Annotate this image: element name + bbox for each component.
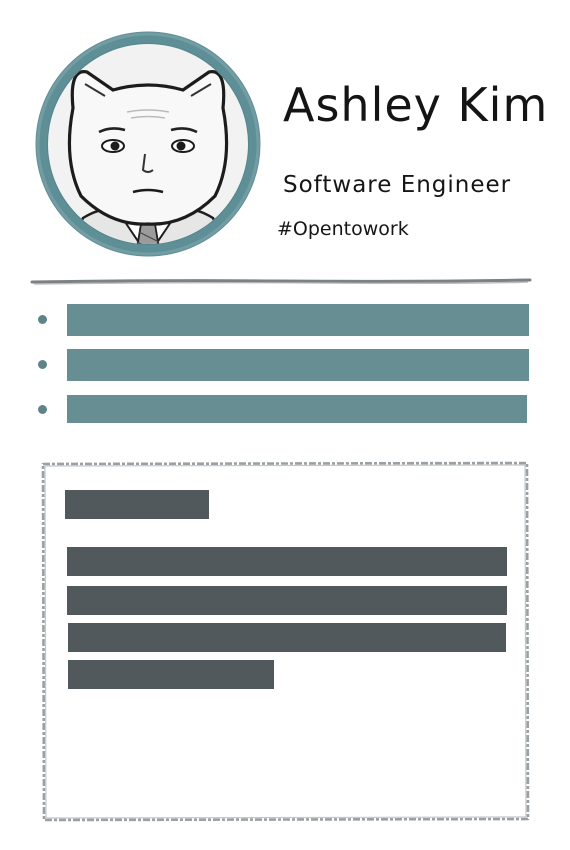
highlight-item[interactable] (36, 349, 531, 381)
bullet-dot-icon (38, 315, 47, 324)
section-divider (30, 278, 532, 285)
profile-job-title: Software Engineer (283, 172, 512, 198)
card-text-line (68, 660, 274, 689)
highlight-item[interactable] (36, 394, 531, 426)
cat-avatar-icon (35, 31, 261, 257)
open-to-work-hashtag[interactable]: #Opentowork (277, 218, 409, 240)
highlight-bar (67, 304, 529, 336)
card-text-line (67, 547, 507, 576)
highlight-item[interactable] (36, 304, 531, 336)
card-heading-placeholder (65, 490, 209, 519)
bullet-dot-icon (38, 360, 47, 369)
card-frame (41, 461, 530, 822)
highlight-bar (67, 349, 529, 381)
card-text-line (68, 623, 506, 652)
about-card (40, 460, 530, 823)
card-text-line (67, 586, 507, 615)
bullet-dot-icon (38, 405, 47, 414)
profile-avatar[interactable] (35, 28, 261, 260)
highlight-bar (67, 395, 527, 423)
profile-name: Ashley Kim (283, 78, 549, 132)
